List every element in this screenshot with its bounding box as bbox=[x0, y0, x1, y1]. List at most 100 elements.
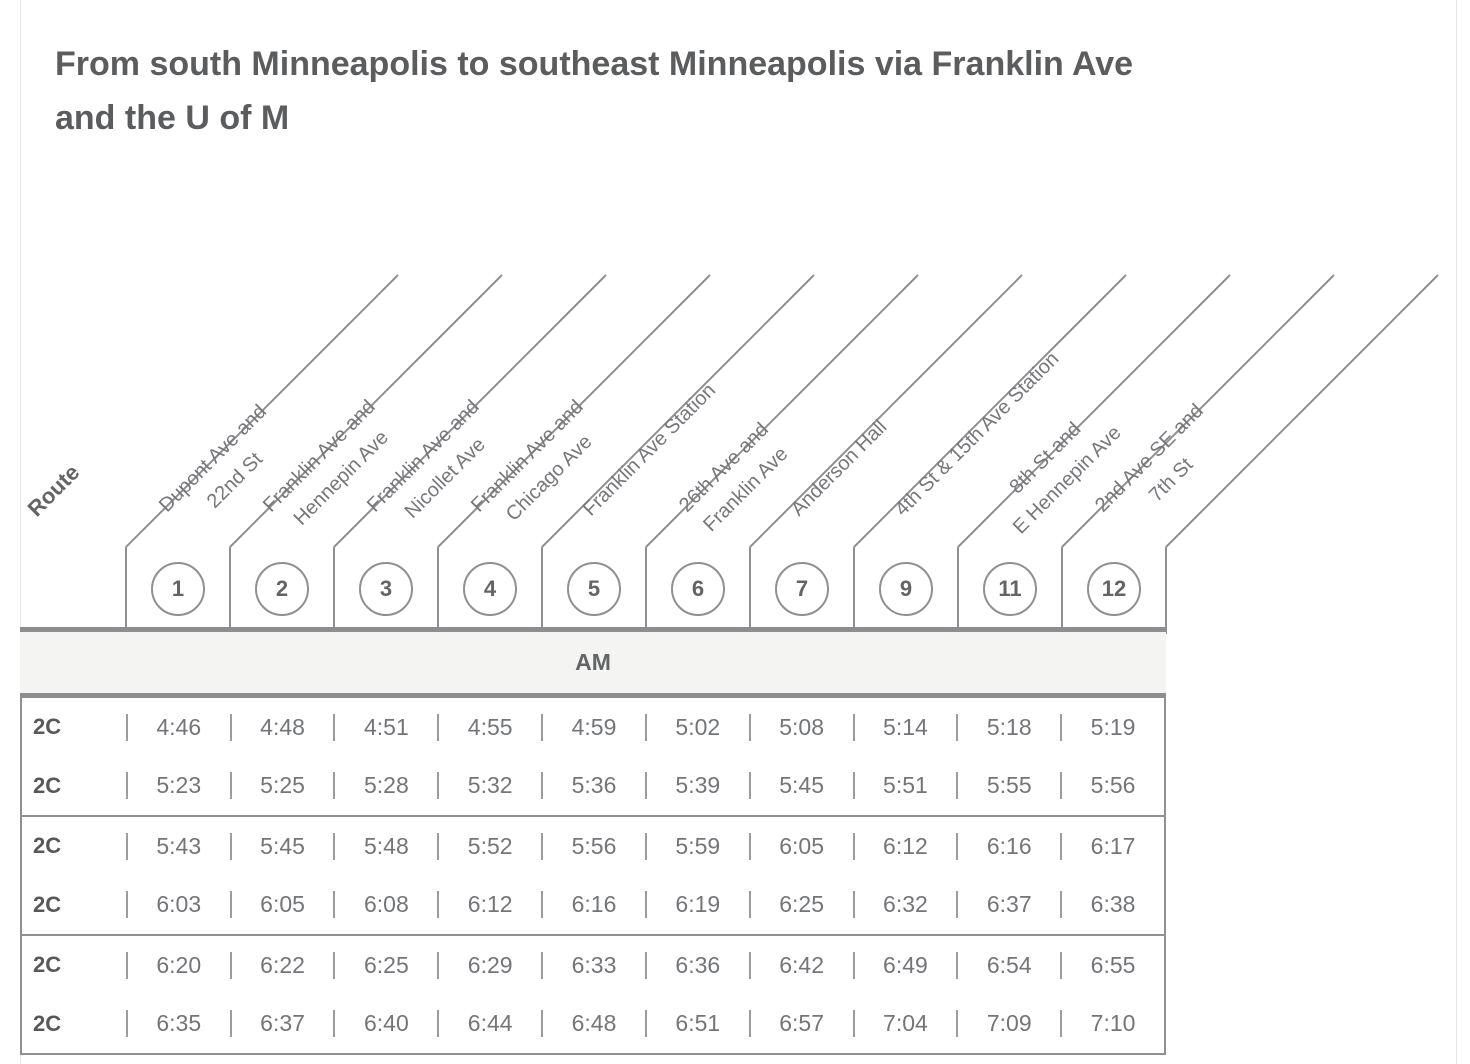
time-cell: 6:05 bbox=[748, 832, 853, 860]
time-cell: 5:43 bbox=[125, 832, 230, 860]
time-cell: 6:40 bbox=[333, 1010, 437, 1038]
stop-number-badge: 2 bbox=[255, 562, 309, 616]
time-cell: 6:29 bbox=[437, 951, 541, 979]
route-cell: 2C bbox=[33, 891, 62, 917]
route-cell: 2C bbox=[33, 952, 62, 978]
stop-header-area: Route Dupont Ave and 22nd St 1 Franklin Ave… bbox=[20, 260, 1460, 634]
time-cell: 6:38 bbox=[1060, 891, 1164, 919]
column-diagonal-line bbox=[853, 274, 1127, 548]
stop-number-badge: 6 bbox=[671, 562, 725, 616]
time-cell: 4:51 bbox=[333, 713, 437, 741]
route-cell: 2C bbox=[33, 772, 62, 798]
trip-row-group: 2C 4:46 4:48 4:51 4:55 4:59 5:02 5:08 5:14 5:18 5:… bbox=[22, 698, 1164, 817]
time-cell: 6:49 bbox=[852, 951, 957, 979]
column-diagonal-line bbox=[957, 274, 1231, 548]
time-cell: 5:48 bbox=[333, 832, 437, 860]
time-cell: 6:16 bbox=[541, 891, 645, 919]
table-row: 2C 5:43 5:45 5:48 5:52 5:56 5:59 6:05 6:12 6:16 6:… bbox=[22, 817, 1164, 876]
time-cell: 5:59 bbox=[644, 832, 749, 860]
period-band: AM bbox=[20, 627, 1166, 698]
table-row: 2C 6:20 6:22 6:25 6:29 6:33 6:36 6:42 6:49 6:54 6:… bbox=[22, 936, 1164, 995]
stop-number-badge: 9 bbox=[879, 562, 933, 616]
time-cell: 5:19 bbox=[1060, 713, 1164, 741]
column-diagonal-line bbox=[749, 274, 1023, 548]
time-cell: 6:44 bbox=[437, 1010, 541, 1038]
time-cell: 5:02 bbox=[644, 713, 749, 741]
timetable: 2C 4:46 4:48 4:51 4:55 4:59 5:02 5:08 5:14 5:18 5:… bbox=[20, 698, 1166, 1055]
stop-number-badge: 12 bbox=[1087, 562, 1141, 616]
time-cell: 5:56 bbox=[541, 832, 645, 860]
column-diagonal-line bbox=[437, 274, 711, 548]
time-cell: 6:33 bbox=[541, 951, 645, 979]
stop-number-badge: 7 bbox=[775, 562, 829, 616]
column-diagonal-line bbox=[1165, 274, 1439, 548]
time-cell: 6:17 bbox=[1060, 832, 1164, 860]
table-row: 2C 6:35 6:37 6:40 6:44 6:48 6:51 6:57 7:04 7:09 7:… bbox=[22, 995, 1164, 1054]
time-cell: 5:23 bbox=[125, 772, 230, 800]
time-cell: 6:25 bbox=[748, 891, 853, 919]
time-cell: 6:12 bbox=[852, 832, 957, 860]
column-diagonal-line bbox=[541, 274, 815, 548]
column-diagonal-line bbox=[1061, 274, 1335, 548]
period-label: AM bbox=[575, 649, 611, 675]
time-cell: 4:48 bbox=[229, 713, 334, 741]
time-cell: 6:42 bbox=[748, 951, 853, 979]
time-cell: 5:18 bbox=[956, 713, 1060, 741]
time-cell: 6:19 bbox=[644, 891, 749, 919]
time-cell: 5:28 bbox=[333, 772, 437, 800]
time-cell: 6:51 bbox=[644, 1010, 749, 1038]
time-cell: 5:25 bbox=[229, 772, 334, 800]
time-cell: 6:37 bbox=[229, 1010, 334, 1038]
page-title: From south Minneapolis to southeast Minn… bbox=[55, 44, 1134, 137]
time-cell: 6:55 bbox=[1060, 951, 1164, 979]
time-cell: 6:25 bbox=[333, 951, 437, 979]
stop-number-badge: 11 bbox=[983, 562, 1037, 616]
route-cell: 2C bbox=[33, 833, 62, 859]
table-row: 2C 6:03 6:05 6:08 6:12 6:16 6:19 6:25 6:32 6:37 6:… bbox=[22, 876, 1164, 935]
stop-number-badge: 1 bbox=[151, 562, 205, 616]
time-cell: 4:55 bbox=[437, 713, 541, 741]
time-cell: 6:48 bbox=[541, 1010, 645, 1038]
time-cell: 6:08 bbox=[333, 891, 437, 919]
time-cell: 6:20 bbox=[125, 951, 230, 979]
time-cell: 6:37 bbox=[956, 891, 1060, 919]
time-cell: 5:08 bbox=[748, 713, 853, 741]
table-row: 2C 5:23 5:25 5:28 5:32 5:36 5:39 5:45 5:51 5:55 5:… bbox=[22, 757, 1164, 816]
time-cell: 5:32 bbox=[437, 772, 541, 800]
time-cell: 4:59 bbox=[541, 713, 645, 741]
time-cell: 6:12 bbox=[437, 891, 541, 919]
time-cell: 6:57 bbox=[748, 1010, 853, 1038]
time-cell: 6:35 bbox=[125, 1010, 230, 1038]
column-diagonal-line bbox=[229, 274, 503, 548]
time-cell: 6:16 bbox=[956, 832, 1060, 860]
time-cell: 5:45 bbox=[229, 832, 334, 860]
time-cell: 6:32 bbox=[852, 891, 957, 919]
diagonal-grid-lines bbox=[125, 274, 1439, 634]
time-cell: 5:55 bbox=[956, 772, 1060, 800]
time-cell: 5:52 bbox=[437, 832, 541, 860]
time-cell: 5:56 bbox=[1060, 772, 1164, 800]
time-cell: 6:36 bbox=[644, 951, 749, 979]
trip-row-group: 2C 5:43 5:45 5:48 5:52 5:56 5:59 6:05 6:12 6:16 6:… bbox=[22, 817, 1164, 936]
time-cell: 6:03 bbox=[125, 891, 230, 919]
column-diagonal-line bbox=[125, 274, 399, 548]
time-cell: 7:10 bbox=[1060, 1010, 1164, 1038]
route-cell: 2C bbox=[33, 1010, 62, 1036]
table-row: 2C 4:46 4:48 4:51 4:55 4:59 5:02 5:08 5:14 5:18 5:… bbox=[22, 698, 1164, 757]
time-cell: 7:04 bbox=[852, 1010, 957, 1038]
time-cell: 5:14 bbox=[852, 713, 957, 741]
stop-number-badge: 5 bbox=[567, 562, 621, 616]
time-cell: 7:09 bbox=[956, 1010, 1060, 1038]
stop-number-badge: 3 bbox=[359, 562, 413, 616]
time-cell: 6:22 bbox=[229, 951, 334, 979]
stop-number-badge: 4 bbox=[463, 562, 517, 616]
time-cell: 6:54 bbox=[956, 951, 1060, 979]
trip-row-group: 2C 6:20 6:22 6:25 6:29 6:33 6:36 6:42 6:49 6:54 6:… bbox=[22, 936, 1164, 1055]
time-cell: 4:46 bbox=[125, 713, 230, 741]
column-diagonal-line bbox=[333, 274, 607, 548]
card-border-left bbox=[20, 0, 21, 1064]
time-cell: 5:45 bbox=[748, 772, 853, 800]
column-diagonal-line bbox=[645, 274, 919, 548]
time-cell: 5:36 bbox=[541, 772, 645, 800]
